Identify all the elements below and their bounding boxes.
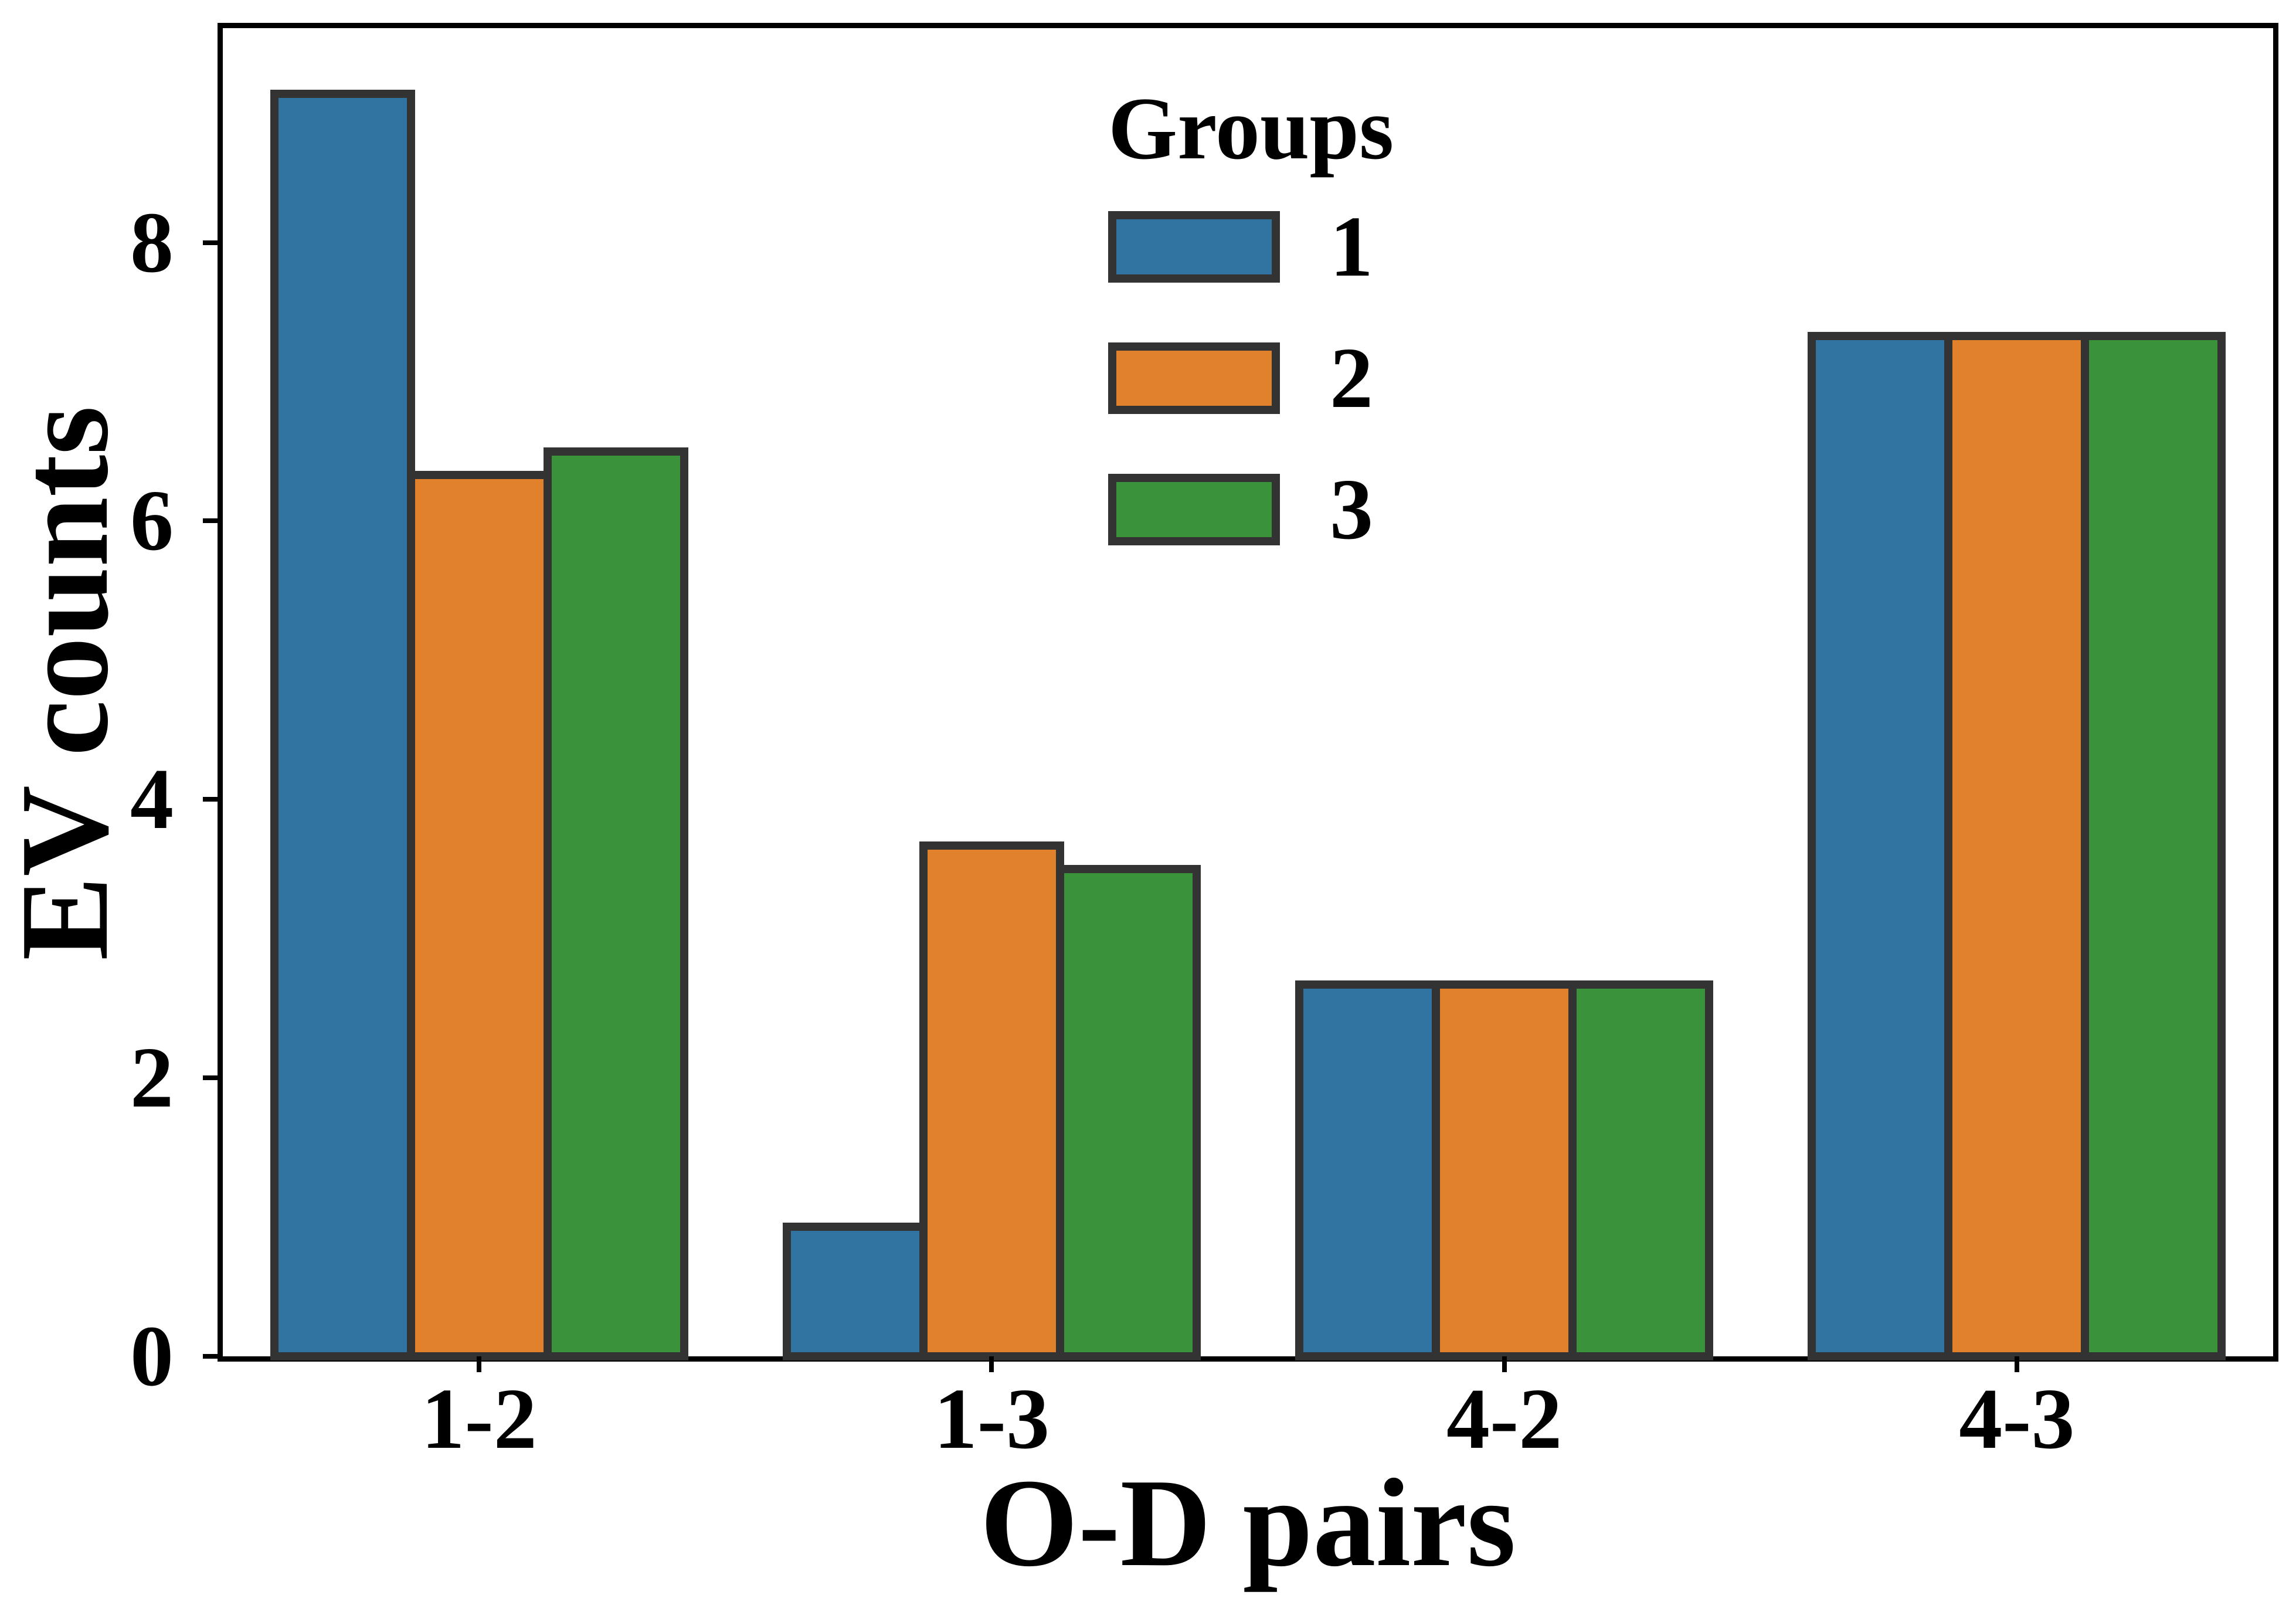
y-tick-mark-8 [203, 240, 218, 245]
bar-series1-1-2 [270, 89, 415, 1360]
x-tick-mark-4-2 [1502, 1356, 1507, 1372]
y-tick-mark-0 [203, 1354, 218, 1359]
x-tick-mark-4-3 [2014, 1356, 2019, 1372]
y-tick-label-0: 0 [130, 1308, 174, 1404]
bar-series2-1-2 [406, 471, 552, 1360]
legend-swatch-3 [1108, 474, 1280, 546]
legend-swatch-2 [1108, 342, 1280, 415]
y-tick-label-6: 6 [130, 473, 174, 569]
legend-entries: 1 2 3 [1108, 199, 1387, 558]
plot-area: 0 2 4 6 8 1-2 1-3 4-2 4-3 Groups 1 2 3 [130, 23, 2278, 1467]
legend-title: Groups [1108, 79, 1394, 178]
bar-series1-4-3 [1808, 331, 1953, 1360]
x-tick-mark-1-3 [989, 1356, 994, 1372]
x-tick-label-1-2: 1-2 [421, 1371, 537, 1467]
bar-series2-4-2 [1432, 980, 1577, 1360]
y-tick-mark-2 [203, 1075, 218, 1081]
y-tick-mark-6 [203, 518, 218, 524]
y-tick-label-2: 2 [130, 1030, 174, 1126]
x-axis-label: O-D pairs [980, 1453, 1516, 1593]
legend-label-1: 1 [1330, 199, 1373, 296]
x-tick-label-1-3: 1-3 [933, 1371, 1050, 1467]
bar-series3-1-2 [543, 447, 688, 1360]
x-tick-label-4-2: 4-2 [1446, 1371, 1563, 1467]
bar-series2-1-3 [919, 841, 1064, 1360]
bar-series3-1-3 [1055, 865, 1201, 1360]
legend-entry-3: 3 [1108, 461, 1387, 558]
y-tick-label-4: 4 [130, 751, 174, 848]
bar-series3-4-2 [1568, 980, 1714, 1360]
x-tick-mark-1-2 [477, 1356, 482, 1372]
y-axis-label: EV counts [0, 406, 134, 961]
bar-series3-4-3 [2081, 331, 2226, 1360]
bar-series1-1-3 [782, 1223, 928, 1360]
bar-series1-4-2 [1295, 980, 1441, 1360]
legend-swatch-1 [1108, 211, 1280, 283]
x-tick-label-4-3: 4-3 [1959, 1371, 2075, 1467]
legend-entry-2: 2 [1108, 330, 1387, 427]
y-tick-label-8: 8 [130, 194, 174, 291]
y-tick-mark-4 [203, 797, 218, 802]
legend: Groups 1 2 3 [1108, 75, 1394, 605]
legend-entry-1: 1 [1108, 199, 1387, 296]
legend-label-2: 2 [1330, 330, 1373, 427]
legend-label-3: 3 [1330, 461, 1373, 558]
bar-series2-4-3 [1944, 331, 2090, 1360]
